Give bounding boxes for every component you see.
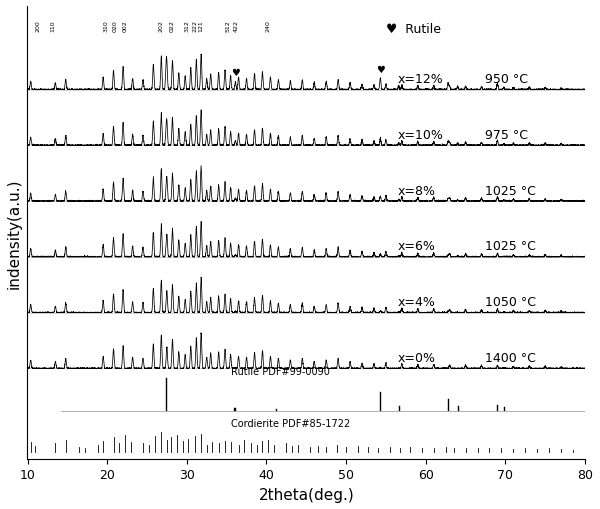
Text: x=4%: x=4% <box>398 296 436 308</box>
Text: x=0%: x=0% <box>398 351 436 364</box>
Text: 121: 121 <box>199 20 203 32</box>
Text: 512: 512 <box>226 20 231 32</box>
Text: 422: 422 <box>233 20 239 32</box>
Text: 020: 020 <box>113 20 118 32</box>
Text: 222: 222 <box>192 20 197 32</box>
Text: Cordierite PDF#85-1722: Cordierite PDF#85-1722 <box>230 418 350 428</box>
Y-axis label: indensity(a.u.): indensity(a.u.) <box>7 178 22 288</box>
Text: 022: 022 <box>170 20 175 32</box>
Text: ♥: ♥ <box>231 68 240 78</box>
Text: 1025 °C: 1025 °C <box>485 240 536 253</box>
Text: x=12%: x=12% <box>398 73 443 86</box>
Text: 202: 202 <box>158 20 163 32</box>
Text: 950 °C: 950 °C <box>485 73 529 86</box>
Text: 1050 °C: 1050 °C <box>485 296 536 308</box>
Text: 110: 110 <box>50 20 55 32</box>
Text: Rutile PDF#99-0090: Rutile PDF#99-0090 <box>230 366 329 376</box>
X-axis label: 2theta(deg.): 2theta(deg.) <box>259 487 354 502</box>
Text: x=10%: x=10% <box>398 129 444 142</box>
Text: 975 °C: 975 °C <box>485 129 529 142</box>
Text: ♥: ♥ <box>376 65 385 74</box>
Text: x=8%: x=8% <box>398 184 436 197</box>
Text: x=6%: x=6% <box>398 240 436 253</box>
Text: 1025 °C: 1025 °C <box>485 184 536 197</box>
Text: 002: 002 <box>123 20 128 32</box>
Text: 312: 312 <box>184 20 190 32</box>
Text: 310: 310 <box>103 20 108 32</box>
Text: 200: 200 <box>35 20 40 32</box>
Text: 240: 240 <box>266 20 271 32</box>
Text: ♥  Rutile: ♥ Rutile <box>386 22 441 36</box>
Text: 1400 °C: 1400 °C <box>485 351 536 364</box>
